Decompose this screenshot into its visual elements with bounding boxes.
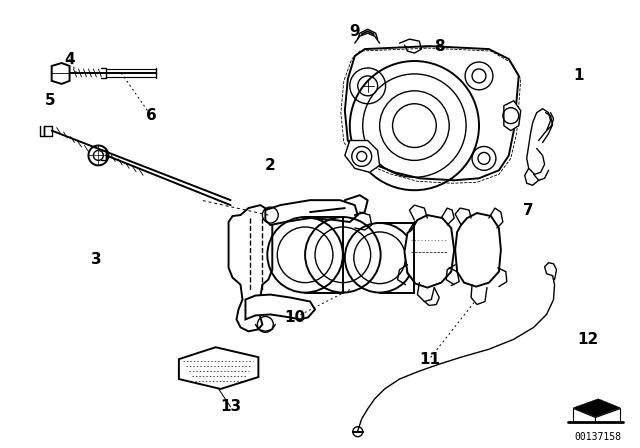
Polygon shape <box>595 408 620 422</box>
Polygon shape <box>573 408 595 422</box>
Polygon shape <box>266 200 358 225</box>
Polygon shape <box>573 399 620 417</box>
Polygon shape <box>345 141 380 172</box>
Text: 7: 7 <box>524 202 534 218</box>
Text: 12: 12 <box>578 332 599 347</box>
Text: 3: 3 <box>91 252 102 267</box>
Polygon shape <box>406 218 449 284</box>
Text: 4: 4 <box>64 52 75 67</box>
Text: 2: 2 <box>265 158 276 173</box>
Text: 00137158: 00137158 <box>575 432 622 442</box>
Polygon shape <box>455 213 501 287</box>
Text: 8: 8 <box>434 39 445 54</box>
Text: 6: 6 <box>146 108 156 123</box>
Text: 5: 5 <box>44 93 55 108</box>
Text: 11: 11 <box>419 352 440 366</box>
Polygon shape <box>404 215 454 288</box>
Polygon shape <box>345 46 519 180</box>
Polygon shape <box>179 347 259 389</box>
Text: 9: 9 <box>349 24 360 39</box>
Polygon shape <box>52 63 70 84</box>
Polygon shape <box>228 205 272 332</box>
Polygon shape <box>504 101 521 130</box>
Text: 10: 10 <box>285 310 306 325</box>
Polygon shape <box>246 294 315 319</box>
Text: 1: 1 <box>573 69 584 83</box>
Text: 13: 13 <box>220 399 241 414</box>
